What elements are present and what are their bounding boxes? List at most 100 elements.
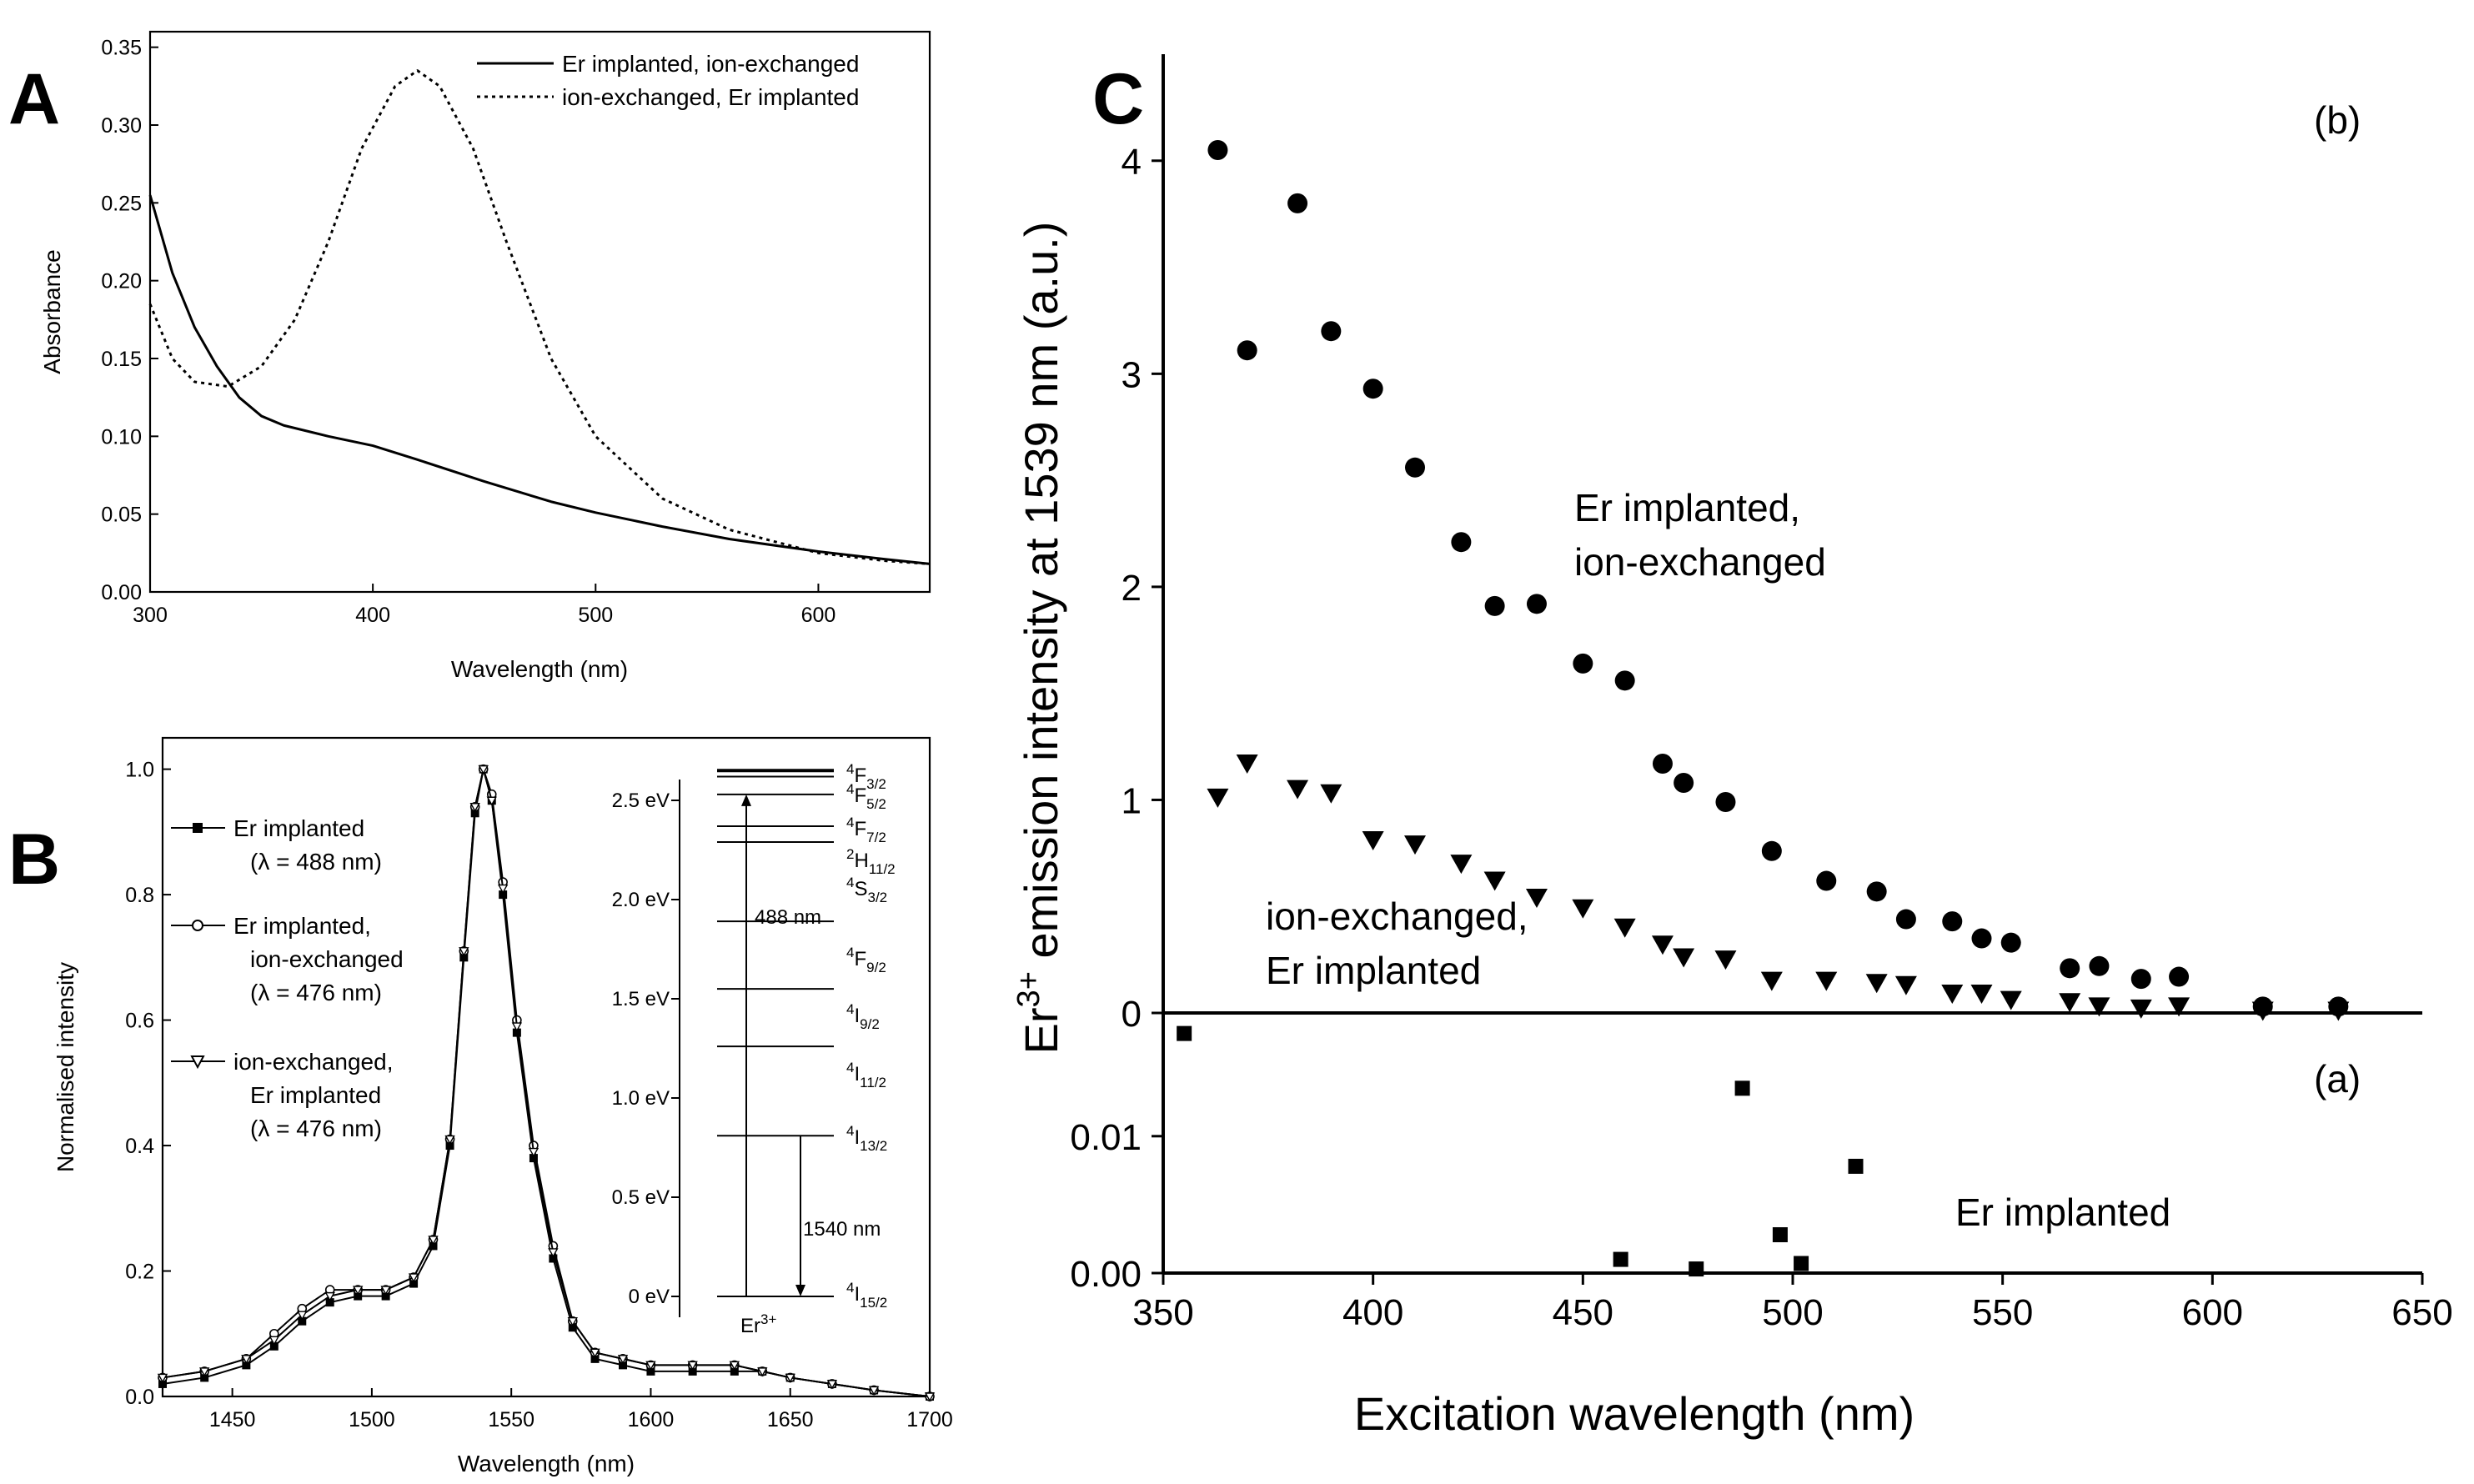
er-energy-level-diagram: 0 eV0.5 eV1.0 eV1.5 eV2.0 eV2.5 eV4F3/24… [612,761,896,1337]
energy-tick-label: 1.0 eV [612,1087,670,1110]
y-tick-label: 1 [1122,780,1142,821]
point-ion-exchanged-er-implanted [511,1022,523,1032]
energy-tick-label: 2.0 eV [612,889,670,911]
y-tick-label: 1.0 [125,759,154,782]
x-tick-label: 650 [2391,1292,2452,1333]
y-tick-label: 0.01 [1070,1117,1142,1158]
point-er-implanted [646,1366,655,1376]
point-er-implanted-ion-exchanged [1895,909,1916,930]
x-tick-label: 350 [1132,1292,1193,1333]
point-er-implanted [354,1291,363,1301]
x-tick-label: 550 [1972,1292,2033,1333]
point-ion-exchanged-er-implanted [1362,831,1384,850]
point-ion-exchanged-er-implanted [1572,899,1594,919]
annotation-er-implanted: Er implanted [1955,1191,2170,1234]
y-tick-label: 0.20 [101,270,142,293]
panel-b-emission-chart: 1450 1500 1550 1600 1650 1700 0.0 0.2 0.4 0.6 0.8 1… [53,736,953,1476]
point-ion-exchanged-er-implanted [428,1236,439,1246]
point-ion-exchanged-er-implanted [567,1317,578,1327]
point-er-implanted-ion-exchanged [1674,773,1694,793]
legend-entry-label: ion-exchanged, Er implanted [562,84,859,110]
point-ion-exchanged-er-implanted [548,1248,559,1258]
panel-a-plot-frame [148,30,931,594]
point-er-implanted [730,1366,739,1376]
point-er-implanted [429,1241,438,1251]
energy-level-label: 4I13/2 [846,1123,887,1154]
x-tick-label: 600 [2182,1292,2243,1333]
point-ion-exchanged-er-implanted [297,1311,308,1321]
x-tick-label: 1600 [628,1408,675,1431]
legend-name-line2: Er implanted [250,1082,381,1108]
point-er-implanted [298,1316,307,1326]
excitation-arrowhead [741,794,751,806]
point-ion-exchanged-er-implanted [486,796,497,806]
x-tick-label: 500 [578,604,613,627]
point-ion-exchanged-er-implanted [1941,985,1964,1004]
x-tick-label: 300 [133,604,168,627]
point-er-implanted-ion-exchanged [1715,792,1736,812]
y-label-text: emission intensity at 1539 nm (a.u.) [1015,222,1067,972]
point-er-implanted [1689,1261,1704,1277]
point-ion-exchanged-er-implanted [826,1380,838,1390]
point-er-implanted [409,1279,419,1288]
point-er-implanted [381,1291,390,1301]
panel-c-upper-tag: (b) [2314,98,2361,142]
legend-name: Er implanted, [233,913,371,939]
point-er-implanted-ion-exchanged [1573,653,1593,674]
legend-name: Er implanted [233,815,364,841]
y-tick-label: 0.15 [101,348,142,371]
point-er-implanted-ion-exchanged [2000,932,2021,953]
point-ion-exchanged-er-implanted [1760,971,1783,991]
panel-b-y-axis-label: Normalised intensity [53,962,78,1172]
annotation-er-implanted-ion-exchanged-line2: ion-exchanged [1574,540,1826,584]
x-tick-label: 400 [355,604,390,627]
energy-tick-label: 2.5 eV [612,790,670,812]
legend-excitation: (λ = 476 nm) [250,1116,382,1141]
point-ion-exchanged-er-implanted [268,1336,280,1346]
x-tick-label: 500 [1762,1292,1823,1333]
legend-name: ion-exchanged, [233,1049,393,1075]
point-er-implanted-ion-exchanged [1652,754,1673,774]
legend-marker-open-circle [192,920,203,931]
point-ion-exchanged-er-implanted [380,1286,391,1296]
legend-entry-label: Er implanted, ion-exchanged [562,51,859,77]
point-ion-exchanged-er-implanted [1236,755,1258,774]
series-line-ion-exchanged-er-implanted [148,69,931,565]
legend-entry-er-implanted: Er implanted (λ = 488 nm) [171,815,382,875]
point-er-implanted [158,1379,167,1388]
point-er-implanted [1177,1025,1192,1041]
point-er-implanted [688,1366,697,1376]
point-ion-exchanged-er-implanted [687,1361,698,1371]
y-tick-label: 2 [1122,568,1142,609]
point-er-implanted [549,1254,558,1263]
energy-level-label: 4S3/2 [846,875,887,905]
point-ion-exchanged-er-implanted [1404,835,1426,855]
y-tick-label: 0.8 [125,884,154,907]
y-tick-label: 0.35 [101,37,142,60]
panel-label-a: A [8,59,60,139]
point-ion-exchanged-er-implanted [324,1291,335,1302]
energy-level-label: 4I11/2 [846,1060,886,1090]
y-tick-label: 0.0 [125,1386,154,1409]
point-ion-exchanged-er-implanted [478,765,489,775]
point-ion-exchanged-er-implanted [469,803,480,813]
emission-series-line [162,769,931,1397]
panel-b-x-axis-label: Wavelength (nm) [458,1451,635,1476]
point-er-implanted [200,1373,209,1382]
point-ion-exchanged-er-implanted [617,1355,629,1365]
point-er-implanted [619,1361,627,1370]
y-tick-label: 0.00 [1070,1254,1142,1295]
y-tick-label: 0.2 [125,1261,154,1284]
legend-marker-filled-square [193,823,203,833]
legend-marker-open-triangle [190,1055,205,1070]
point-er-implanted [242,1361,251,1370]
x-tick-label: 1450 [209,1408,256,1431]
point-ion-exchanged-er-implanted [2000,990,2022,1010]
point-er-implanted-ion-exchanged [1362,379,1383,399]
energy-level-label: 4F7/2 [846,815,886,845]
annotation-er-implanted-ion-exchanged: Er implanted, [1574,486,1800,529]
point-ion-exchanged-er-implanted [408,1273,419,1283]
panel-label-b: B [8,820,60,900]
point-er-implanted-ion-exchanged [1287,193,1308,213]
